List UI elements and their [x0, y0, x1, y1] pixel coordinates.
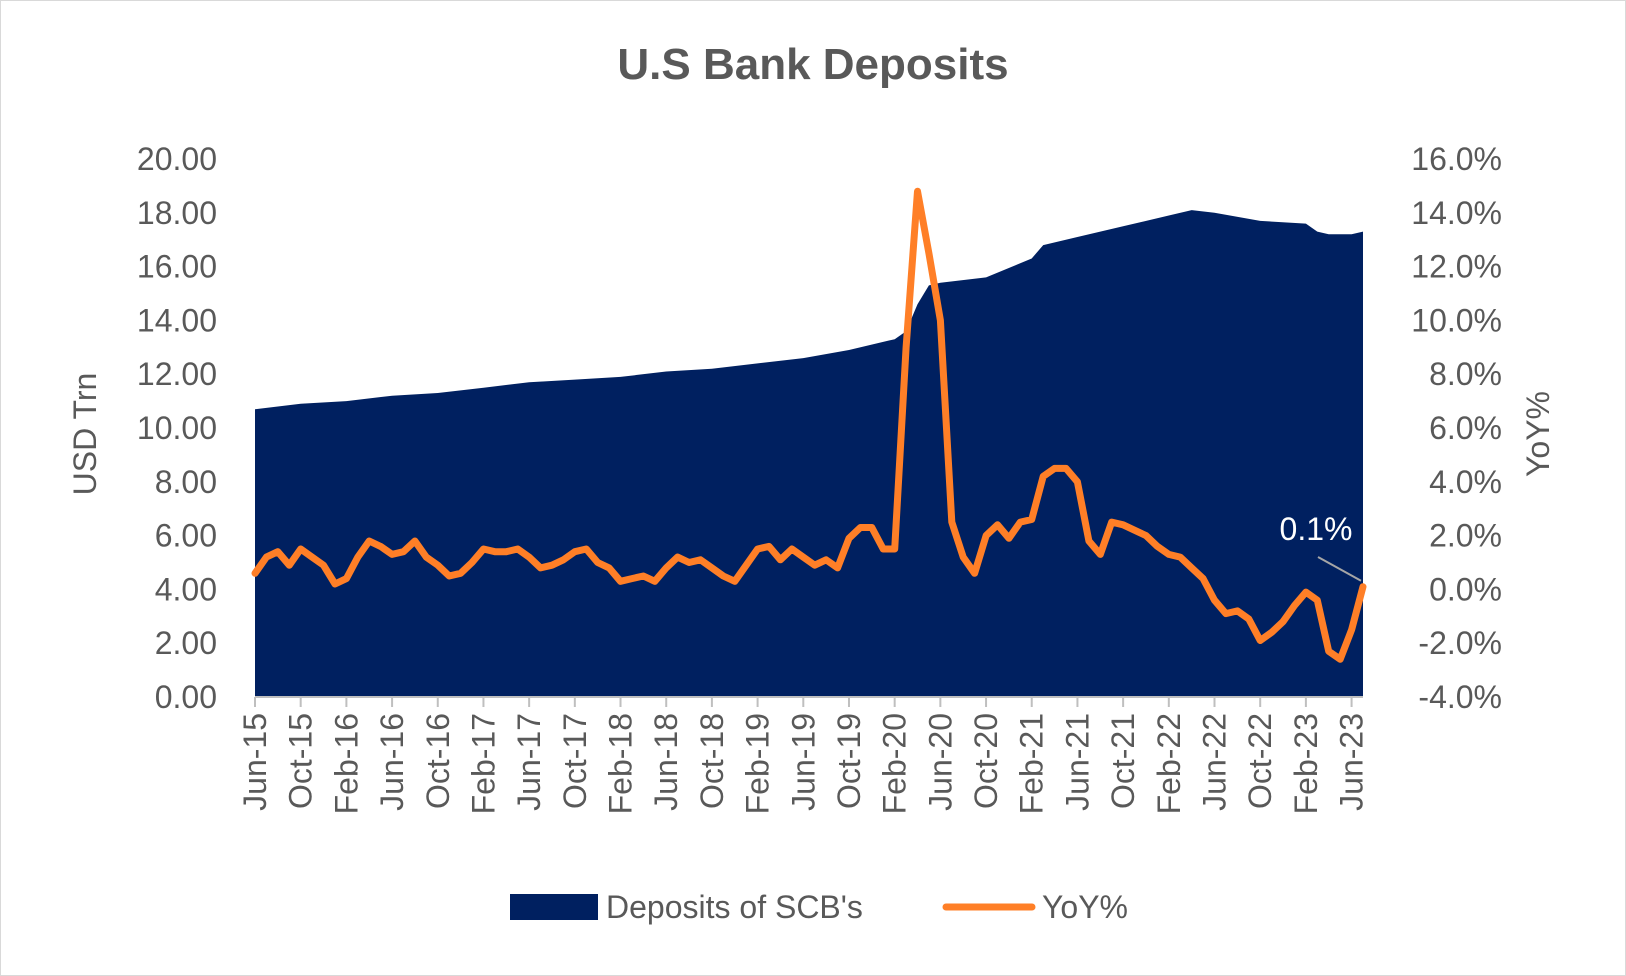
x-tick-label-9: Jun-18 — [648, 713, 684, 811]
x-tick-label-15: Jun-20 — [922, 713, 958, 811]
legend-swatch-deposits — [510, 894, 598, 920]
x-tick-label-19: Oct-21 — [1105, 713, 1141, 809]
y-tick-right-6: 8.0% — [1429, 356, 1502, 392]
x-tick-label-23: Feb-23 — [1288, 713, 1324, 814]
y-tick-right-5: 6.0% — [1429, 410, 1502, 446]
x-tick-label-24: Jun-23 — [1334, 713, 1370, 811]
annotation-label: 0.1% — [1280, 511, 1353, 547]
legend-label-deposits: Deposits of SCB's — [606, 889, 863, 925]
y-tick-left-6: 12.00 — [137, 356, 217, 392]
y-tick-right-1: -2.0% — [1418, 625, 1502, 661]
y-axis-label-right: YoY% — [1520, 391, 1556, 477]
annotation-leader-line — [1317, 556, 1362, 582]
x-tick-label-1: Oct-15 — [283, 713, 319, 809]
x-tick-label-16: Oct-20 — [968, 713, 1004, 809]
y-tick-right-2: 0.0% — [1429, 571, 1502, 607]
y-tick-right-0: -4.0% — [1418, 679, 1502, 715]
x-tick-label-14: Feb-20 — [877, 713, 913, 814]
y-tick-right-8: 12.0% — [1411, 249, 1502, 285]
x-tick-label-0: Jun-15 — [237, 713, 273, 811]
y-tick-right-7: 10.0% — [1411, 302, 1502, 338]
x-tick-label-10: Oct-18 — [694, 713, 730, 809]
axis-layer: 0.00 2.00 4.00 6.00 8.00 10.00 12.00 14.00 16.00… — [137, 141, 1502, 814]
x-tick-label-20: Feb-22 — [1151, 713, 1187, 814]
x-tick-label-18: Jun-21 — [1059, 713, 1095, 811]
y-tick-left-3: 6.00 — [155, 518, 217, 554]
y-tick-left-2: 4.00 — [155, 571, 217, 607]
x-tick-label-5: Feb-17 — [465, 713, 501, 814]
x-tick-label-6: Jun-17 — [511, 713, 547, 811]
y-tick-left-7: 14.00 — [137, 302, 217, 338]
x-tick-label-22: Oct-22 — [1242, 713, 1278, 809]
plot-layer: 0.1% — [251, 187, 1367, 697]
y-tick-left-5: 10.00 — [137, 410, 217, 446]
x-tick-label-2: Feb-16 — [328, 713, 364, 814]
y-tick-left-8: 16.00 — [137, 249, 217, 285]
y-tick-left-9: 18.00 — [137, 195, 217, 231]
y-tick-right-9: 14.0% — [1411, 195, 1502, 231]
x-tick-label-13: Oct-19 — [831, 713, 867, 809]
x-tick-label-21: Jun-22 — [1197, 713, 1233, 811]
x-tick-label-11: Feb-19 — [740, 713, 776, 814]
y-tick-left-4: 8.00 — [155, 464, 217, 500]
y-tick-left-1: 2.00 — [155, 625, 217, 661]
legend: Deposits of SCB's YoY% — [510, 889, 1128, 925]
y-tick-left-10: 20.00 — [137, 141, 217, 177]
chart-title: U.S Bank Deposits — [617, 40, 1009, 89]
x-tick-label-8: Feb-18 — [603, 713, 639, 814]
legend-label-yoy: YoY% — [1042, 889, 1128, 925]
x-tick-label-3: Jun-16 — [374, 713, 410, 811]
y-tick-right-10: 16.0% — [1411, 141, 1502, 177]
yoy-line — [251, 187, 1367, 663]
y-tick-left-0: 0.00 — [155, 679, 217, 715]
deposits-area — [255, 210, 1363, 697]
y-tick-right-4: 4.0% — [1429, 464, 1502, 500]
y-tick-right-3: 2.0% — [1429, 518, 1502, 554]
x-tick-label-7: Oct-17 — [557, 713, 593, 809]
x-tick-label-4: Oct-16 — [420, 713, 456, 809]
x-tick-label-17: Feb-21 — [1014, 713, 1050, 814]
y-axis-label-left: USD Trn — [67, 373, 103, 496]
x-tick-label-12: Jun-19 — [785, 713, 821, 811]
